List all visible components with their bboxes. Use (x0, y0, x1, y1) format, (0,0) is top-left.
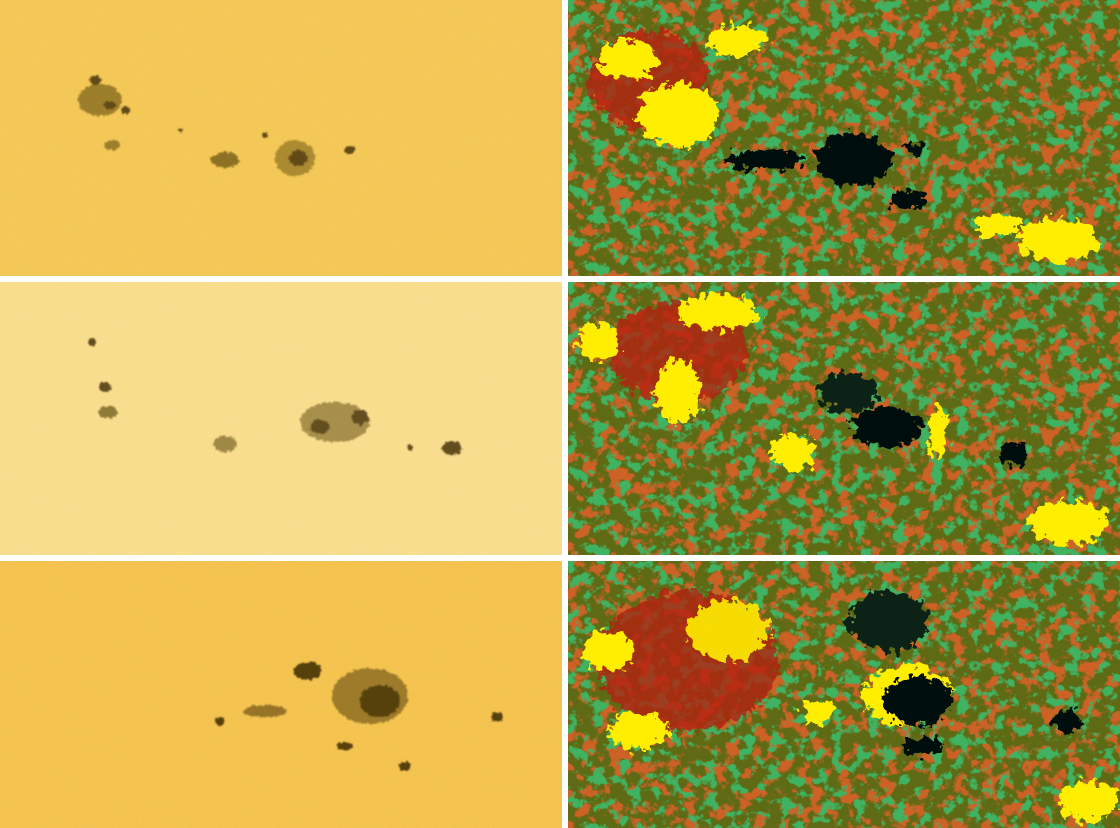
white-light-panel (0, 561, 562, 828)
magnetogram-panel (568, 282, 1120, 555)
magnetogram-panel (568, 0, 1120, 276)
white-light-panel (0, 0, 562, 276)
magnetogram-panel (568, 561, 1120, 828)
white-light-panel (0, 282, 562, 555)
